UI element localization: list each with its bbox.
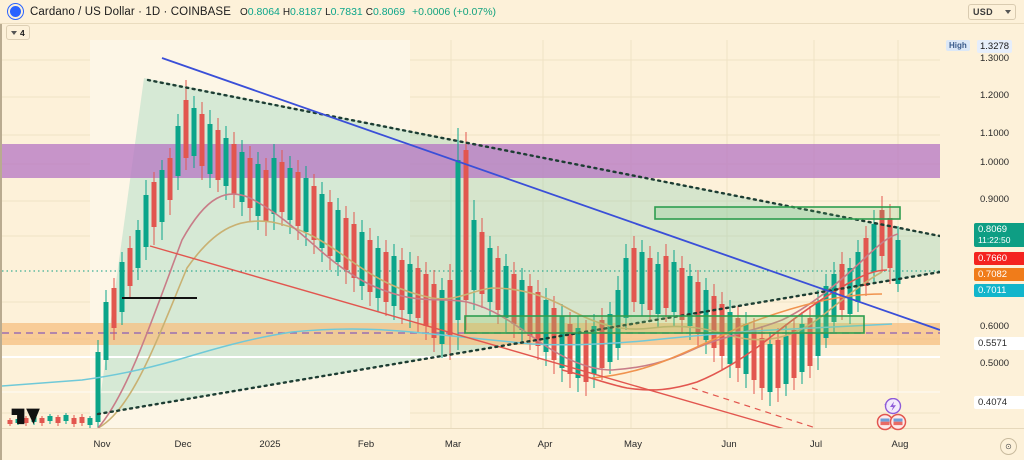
ytick-1-2000: 1.2000 <box>980 90 1010 101</box>
time-scale[interactable]: Nov Dec 2025 Feb Mar Apr May Jun Jul Aug <box>2 428 1024 460</box>
ohlc-high-value: 0.8187 <box>290 5 323 18</box>
last-price-time: 11:22:50 <box>978 235 1011 245</box>
xtick-nov: Nov <box>93 439 111 450</box>
ma-orange-line <box>591 293 883 379</box>
ma-rose-line <box>97 193 899 428</box>
ytick-0-5000: 0.5000 <box>980 358 1010 369</box>
lower-range-box <box>464 315 865 334</box>
xtick-jul: Jul <box>809 439 823 450</box>
descending-trendline <box>161 57 940 331</box>
chart-badges-group[interactable] <box>872 398 932 432</box>
price-change: +0.0006 (+0.07%) <box>411 5 497 18</box>
ma-cyan-line <box>2 323 893 387</box>
upper-range-box <box>654 206 901 220</box>
xtick-2025: 2025 <box>259 439 281 450</box>
tradingview-logo <box>11 408 40 425</box>
ytick-1-1000: 1.1000 <box>980 128 1010 139</box>
candlestick-series <box>7 80 901 428</box>
highlighted-date-range <box>90 40 410 428</box>
level-pill-0701[interactable]: 0.7011 <box>974 284 1024 297</box>
xtick-jun: Jun <box>721 439 737 450</box>
ohlc-readout: O0.8064 H0.8187 L0.7831 C0.8069 +0.0006 … <box>240 6 496 18</box>
level-pill-0407[interactable]: 0.4074 <box>974 396 1024 409</box>
downtrend-line-red <box>149 245 784 428</box>
level-pill-0708[interactable]: 0.7082 <box>974 268 1024 281</box>
chart-svg <box>2 40 940 428</box>
level-pill-0766[interactable]: 0.7660 <box>974 252 1024 265</box>
ytick-0-9000: 0.9000 <box>980 194 1010 205</box>
ma-red-line <box>561 269 888 391</box>
currency-value: USD <box>973 7 993 17</box>
wedge-lower-boundary <box>96 270 940 416</box>
ohlc-open-value: 0.8064 <box>247 5 280 18</box>
ytick-0-6000: 0.6000 <box>980 321 1010 332</box>
ytick-1-3000: 1.3000 <box>980 53 1010 64</box>
ytick-1-0000: 1.0000 <box>980 157 1010 168</box>
currency-selector[interactable]: USD <box>968 4 1016 20</box>
xtick-aug: Aug <box>891 439 909 450</box>
price-chart-plot[interactable] <box>2 40 940 428</box>
chevron-down-icon <box>11 30 17 35</box>
ohlc-high-label: H <box>282 6 291 18</box>
xtick-dec: Dec <box>174 439 192 450</box>
ma-khaki-line <box>97 220 883 428</box>
ohlc-close-label: C <box>365 6 373 18</box>
resistance-zone-purple <box>2 144 940 178</box>
ohlc-close-value: 0.8069 <box>372 5 406 18</box>
layout-count-button[interactable]: 4 <box>6 25 30 40</box>
last-price-value: 0.8069 <box>978 224 1008 235</box>
high-tag-value: 1.3278 <box>977 40 1013 53</box>
alert-badge[interactable] <box>884 398 902 415</box>
high-tag-label: High <box>946 40 970 51</box>
left-edge-bar <box>0 0 2 460</box>
layout-count-value: 4 <box>20 27 25 38</box>
symbol-title: Cardano / US Dollar · 1D · COINBASE <box>30 5 231 18</box>
xtick-may: May <box>624 439 642 450</box>
chart-header-toolbar: Cardano / US Dollar · 1D · COINBASE O0.8… <box>0 0 1024 24</box>
xtick-apr: Apr <box>537 439 553 450</box>
last-price-pill[interactable]: 0.8069 11:22:50 <box>974 223 1024 247</box>
xtick-feb: Feb <box>357 439 375 450</box>
downtrend-line-red-dashed <box>691 387 818 428</box>
level-pill-0557[interactable]: 0.5571 <box>974 337 1024 350</box>
reset-scale-button[interactable]: ⊙ <box>1000 438 1017 455</box>
price-scale[interactable]: High 1.3278 1.3000 1.2000 1.1000 1.0000 … <box>940 40 1024 428</box>
symbol-dot-icon <box>8 4 23 19</box>
ohlc-low-label: L <box>325 6 331 18</box>
chart-subtoolbar: 4 <box>0 24 1024 40</box>
wedge-upper-boundary <box>146 78 940 238</box>
chevron-down-icon <box>1005 10 1011 14</box>
ohlc-open-label: O <box>239 6 248 18</box>
xtick-mar: Mar <box>444 439 462 450</box>
flag-badge-2[interactable] <box>889 413 907 431</box>
ohlc-low-value: 0.7831 <box>330 5 363 18</box>
